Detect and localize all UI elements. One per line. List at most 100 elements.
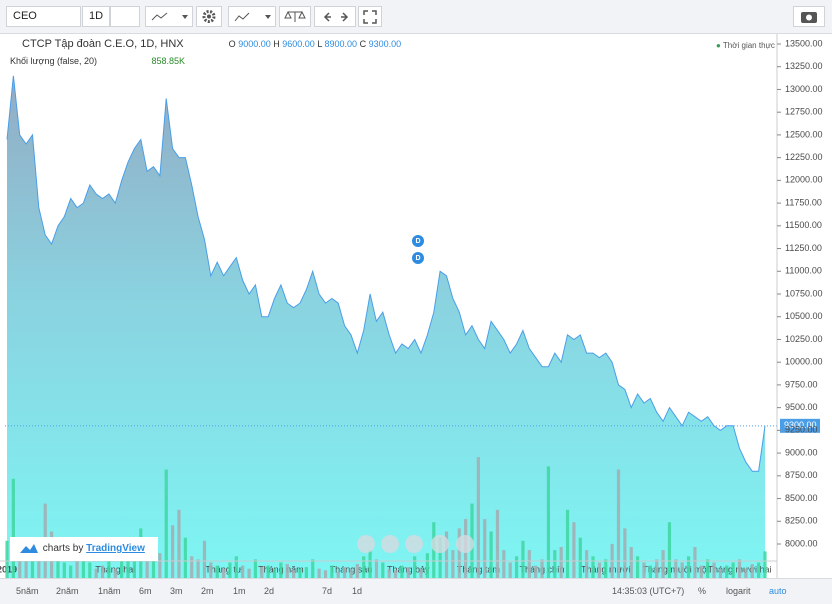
y-tick-label: 11750.00	[785, 197, 822, 207]
volume-bar	[11, 478, 15, 578]
auto-toggle[interactable]: auto	[769, 586, 787, 596]
y-tick-label: 8000.00	[785, 538, 818, 548]
range-button[interactable]: 1d	[352, 586, 363, 596]
volume-bar	[374, 559, 379, 578]
volume-bar	[400, 565, 404, 578]
fullscreen[interactable]	[358, 6, 382, 27]
logo	[20, 544, 38, 554]
undo-redo[interactable]	[314, 6, 356, 27]
y-tick-label: 13250.00	[785, 61, 823, 71]
y-tick-label: 9000.00	[785, 447, 818, 457]
last-price-label: 9300.00	[784, 420, 817, 430]
zoom-button	[431, 535, 449, 553]
legend-title: CTCP Tập đoàn C.E.O, 1D, HNX	[22, 38, 184, 50]
compare[interactable]	[279, 6, 311, 27]
volume-bar	[62, 562, 66, 578]
volume-bar	[323, 570, 328, 578]
screenshot[interactable]	[793, 6, 825, 27]
y-tick-label: 12250.00	[785, 152, 823, 162]
branding[interactable]: charts by TradingView	[10, 537, 158, 561]
y-tick-label: 13000.00	[785, 84, 823, 94]
volume-bar	[655, 559, 659, 578]
range-button[interactable]: 2d	[264, 586, 275, 596]
volume-bar	[151, 559, 156, 578]
y-tick-label: 9750.00	[785, 379, 818, 389]
volume-bar	[495, 509, 500, 578]
volume-bar	[559, 547, 563, 578]
range-button[interactable]: 7d	[322, 586, 333, 596]
volume-bar	[616, 469, 621, 578]
y-tick-label: 8750.00	[785, 470, 818, 480]
volume-bar	[406, 567, 410, 578]
range-button[interactable]: 1năm	[98, 586, 121, 596]
icon	[363, 10, 377, 24]
volume-bar	[597, 562, 601, 578]
range-button[interactable]: 3m	[170, 586, 183, 596]
volume-bar	[508, 562, 512, 578]
volume-bar	[272, 568, 277, 578]
settings[interactable]	[196, 6, 222, 27]
range-button[interactable]: 2m	[201, 586, 214, 596]
volume-bar	[183, 537, 187, 578]
toolbar: CEO 1D	[0, 0, 832, 34]
c-label: C	[359, 39, 367, 49]
bottom-bar: 14:35:03 (UTC+7) % logarit auto 5năm 2năm…	[0, 578, 832, 604]
volume-bar	[75, 550, 79, 578]
volume-bar	[444, 531, 449, 578]
log-toggle[interactable]: logarit	[726, 586, 751, 596]
volume-bar	[368, 550, 372, 578]
indicators[interactable]	[228, 6, 276, 27]
volume-bar	[81, 559, 86, 578]
chart-style[interactable]	[145, 6, 193, 27]
volume-bar	[534, 565, 538, 578]
volume-bar	[311, 559, 315, 578]
y-tick-label: 10000.00	[785, 357, 823, 367]
range-button[interactable]: 1m	[233, 586, 246, 596]
brand-name: TradingView	[86, 543, 145, 554]
volume-bar	[292, 570, 296, 578]
y-tick-label: 11500.00	[785, 220, 822, 230]
range-button[interactable]: 5năm	[16, 586, 39, 596]
y-tick-label: 10500.00	[785, 311, 823, 321]
volume-bar	[686, 556, 691, 578]
volume-bar	[69, 565, 73, 578]
volume-bar	[393, 570, 398, 578]
h-value: 9600.00	[282, 39, 315, 49]
volume-bar	[578, 537, 582, 578]
range-button[interactable]: 6m	[139, 586, 152, 596]
volume-bar	[355, 564, 359, 578]
y-tick-label: 9250.00	[785, 425, 818, 435]
volume-bar	[18, 550, 22, 578]
clock: 14:35:03 (UTC+7)	[612, 586, 685, 596]
volume-bar	[648, 565, 652, 578]
legend: CTCP Tập đoàn C.E.O, 1D, HNX O 9000.00 H…	[8, 38, 401, 50]
volume-bar	[158, 553, 162, 578]
volume-bar	[527, 550, 531, 578]
interval-menu[interactable]	[110, 6, 140, 27]
volume-bar	[699, 565, 703, 578]
volume-bar	[279, 562, 283, 578]
price-line	[6, 75, 766, 472]
volume-bar	[336, 571, 340, 578]
dividend-label: D	[415, 238, 420, 245]
volume-bar	[706, 559, 710, 578]
volume-bar	[565, 509, 570, 578]
symbol-input[interactable]: CEO	[6, 6, 81, 27]
interval-button[interactable]: 1D	[82, 6, 110, 27]
volume-bar	[451, 550, 455, 578]
price-area	[7, 75, 765, 578]
volume-bar	[642, 562, 646, 578]
zoom-button	[381, 535, 399, 553]
volume-bar	[164, 469, 168, 578]
volume-bar	[661, 550, 665, 578]
c-value: 9300.00	[368, 39, 402, 49]
percent-toggle[interactable]: %	[698, 586, 707, 596]
range-button[interactable]: 2năm	[56, 586, 79, 596]
volume-bar	[731, 562, 735, 578]
volume-bar	[712, 562, 716, 578]
volume-bar	[540, 559, 544, 578]
volume-bar	[56, 553, 60, 578]
y-tick-label: 10250.00	[785, 334, 823, 344]
volume-bar	[221, 568, 226, 578]
